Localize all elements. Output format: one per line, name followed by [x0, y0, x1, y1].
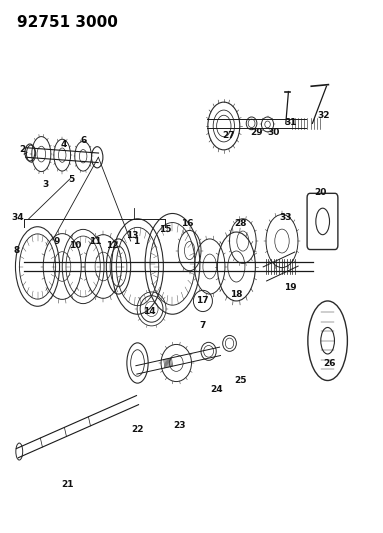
Text: 27: 27 [223, 131, 235, 140]
Text: 17: 17 [196, 296, 208, 305]
Text: 24: 24 [210, 385, 223, 394]
Text: 92751 3000: 92751 3000 [16, 14, 118, 30]
Text: 15: 15 [159, 225, 171, 234]
Text: 2: 2 [19, 146, 25, 155]
Text: 11: 11 [90, 237, 102, 246]
Text: 19: 19 [284, 283, 297, 292]
Text: 21: 21 [62, 480, 74, 489]
Text: 28: 28 [234, 219, 246, 228]
Text: 30: 30 [267, 128, 280, 138]
Text: 7: 7 [200, 321, 206, 330]
Text: 25: 25 [234, 376, 246, 385]
Text: 33: 33 [280, 213, 292, 222]
Text: 9: 9 [53, 237, 60, 246]
Text: 16: 16 [182, 219, 194, 228]
Text: 13: 13 [126, 231, 139, 240]
Text: 1: 1 [133, 237, 139, 246]
Text: 10: 10 [69, 241, 82, 250]
Text: 5: 5 [69, 174, 75, 183]
Text: 8: 8 [13, 246, 20, 255]
Text: 6: 6 [80, 136, 86, 145]
Text: 4: 4 [61, 140, 67, 149]
Text: 12: 12 [106, 241, 119, 250]
Text: 34: 34 [11, 213, 24, 222]
Text: 20: 20 [314, 188, 327, 197]
Text: 14: 14 [143, 307, 156, 316]
Text: 26: 26 [323, 359, 336, 367]
Text: 18: 18 [230, 289, 242, 298]
Text: 29: 29 [250, 128, 263, 138]
Text: 32: 32 [318, 111, 330, 120]
Text: 3: 3 [42, 180, 48, 189]
Text: 31: 31 [285, 118, 297, 127]
Text: 22: 22 [131, 425, 144, 434]
Text: 23: 23 [173, 421, 186, 430]
